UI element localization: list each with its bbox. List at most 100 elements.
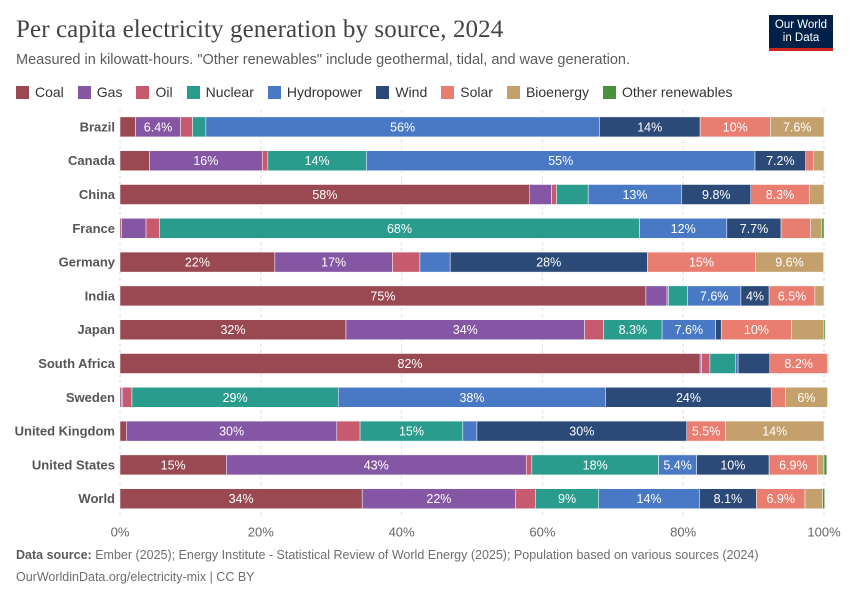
bar-segment: [817, 454, 825, 476]
data-label: 56%: [390, 120, 415, 134]
source-text: Ember (2025); Energy Institute - Statist…: [91, 548, 759, 562]
bar-segment: [529, 184, 552, 205]
bar-segment: [701, 353, 711, 374]
legend-item-other-renewables[interactable]: Other renewables: [602, 84, 733, 100]
data-label: 13%: [622, 188, 647, 202]
category-label: South Africa: [38, 356, 116, 371]
legend-item-gas[interactable]: Gas: [77, 84, 123, 100]
legend-label: Coal: [35, 84, 64, 100]
data-label: 8.3%: [619, 323, 648, 337]
data-label: 75%: [370, 289, 395, 303]
bar-segment: [119, 116, 136, 138]
legend-item-nuclear[interactable]: Nuclear: [186, 84, 254, 100]
data-label: 58%: [312, 188, 337, 202]
data-label: 15%: [399, 425, 424, 439]
category-label: United States: [32, 457, 115, 472]
bar-segment: [823, 454, 828, 476]
source-label: Data source:: [16, 548, 92, 562]
data-label: 34%: [229, 492, 254, 506]
legend-label: Oil: [155, 84, 173, 100]
data-label: 22%: [185, 256, 210, 270]
bar-segment: [822, 488, 825, 509]
legend-swatch: [16, 85, 29, 99]
data-label: 16%: [193, 154, 218, 168]
data-label: 68%: [387, 222, 412, 236]
bar-segment: [556, 184, 589, 205]
category-label: Germany: [59, 255, 116, 270]
legend-swatch: [186, 85, 200, 99]
data-label: 7.6%: [783, 120, 812, 134]
legend-label: Wind: [395, 84, 428, 100]
data-label: 18%: [583, 458, 608, 472]
owid-logo[interactable]: Our World in Data: [769, 15, 833, 51]
data-label: 15%: [689, 256, 714, 270]
legend-item-oil[interactable]: Oil: [136, 84, 173, 100]
legend-item-coal[interactable]: Coal: [16, 84, 64, 100]
data-label: 4%: [746, 289, 764, 303]
data-label: 34%: [453, 323, 478, 337]
bar-segment: [119, 420, 127, 442]
data-label: 38%: [459, 391, 484, 405]
category-label: World: [78, 491, 115, 506]
data-label: 24%: [676, 391, 701, 405]
bar-segment: [119, 150, 150, 171]
legend-item-wind[interactable]: Wind: [376, 84, 427, 100]
legend-label: Gas: [96, 84, 123, 100]
data-label: 55%: [548, 154, 573, 168]
data-label: 14%: [637, 120, 662, 134]
bar-segment: [709, 353, 736, 374]
footer-source: Data source: Ember (2025); Energy Instit…: [16, 548, 759, 562]
bar-segment: [551, 184, 557, 205]
bar-segment: [121, 218, 147, 239]
category-label: Canada: [68, 153, 116, 168]
bar-segment: [821, 218, 825, 239]
bar-segment: [770, 387, 786, 408]
footer-url[interactable]: OurWorldinData.org/electricity-mix | CC …: [16, 570, 255, 584]
x-tick-label: 20%: [248, 525, 274, 540]
bar-segment: [725, 420, 825, 442]
bar-segment: [823, 319, 826, 340]
category-label: Brazil: [80, 119, 115, 134]
bar-segment: [780, 218, 811, 239]
chart-legend: Coal Gas Oil Nuclear Hydropower Wind Solar Bioe…: [16, 84, 747, 100]
bar-segment: [810, 218, 823, 239]
bar-segment: [261, 150, 269, 171]
data-label: 22%: [426, 492, 451, 506]
category-label: France: [72, 221, 115, 236]
legend-item-hydropower[interactable]: Hydropower: [267, 84, 362, 100]
bar-segment: [525, 454, 533, 476]
data-label: 10%: [723, 120, 748, 134]
data-label: 10%: [744, 323, 769, 337]
legend-item-bioenergy[interactable]: Bioenergy: [506, 84, 589, 100]
data-label: 12%: [671, 222, 696, 236]
bar-segment: [515, 488, 536, 509]
data-label: 32%: [220, 323, 245, 337]
data-label: 6.9%: [766, 492, 795, 506]
data-label: 6%: [797, 391, 815, 405]
bar-segment: [823, 251, 825, 273]
data-label: 8.2%: [784, 357, 813, 371]
bar-segment: [737, 353, 771, 374]
legend-swatch: [267, 85, 281, 99]
legend-swatch: [602, 85, 616, 99]
bar-segment: [392, 251, 421, 273]
data-label: 14%: [305, 154, 330, 168]
bar-segment: [180, 116, 193, 138]
bar-segment: [336, 420, 361, 442]
bar-segment: [804, 488, 823, 509]
bar-segment: [192, 116, 207, 138]
data-label: 7.6%: [675, 323, 704, 337]
category-label: China: [79, 187, 116, 202]
data-label: 14%: [637, 492, 662, 506]
legend-swatch: [77, 85, 91, 99]
category-label: United Kingdom: [15, 424, 115, 439]
data-label: 9.6%: [775, 256, 804, 270]
data-label: 8.3%: [766, 188, 795, 202]
bar-segment: [805, 150, 814, 171]
legend-item-solar[interactable]: Solar: [441, 84, 493, 100]
data-label: 9%: [558, 492, 576, 506]
data-label: 30%: [219, 425, 244, 439]
legend-label: Nuclear: [205, 84, 254, 100]
data-label: 15%: [161, 458, 186, 472]
